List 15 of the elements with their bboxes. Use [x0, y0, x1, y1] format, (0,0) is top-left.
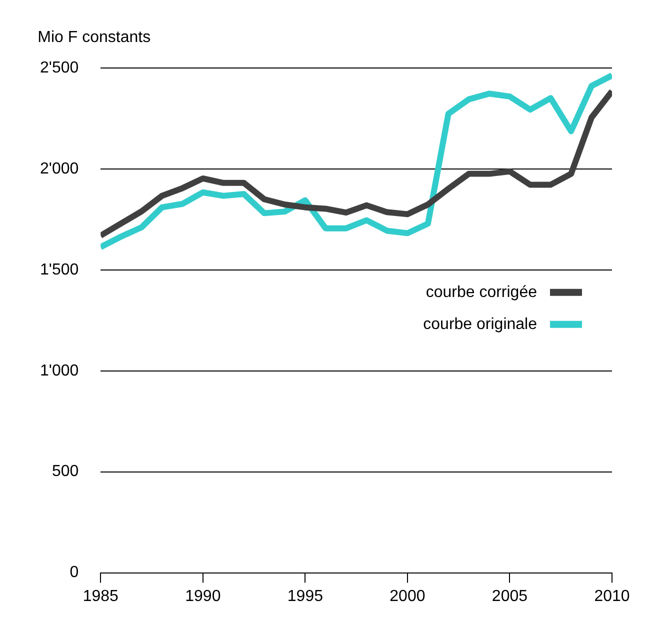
x-tick-label: 1990 — [185, 588, 221, 605]
y-tick-label: 0 — [70, 564, 79, 582]
legend-label: courbe originale — [423, 316, 538, 333]
x-tick-label: 1985 — [82, 588, 119, 605]
x-tick-label: 2005 — [492, 588, 528, 605]
legend-label: courbe corrigée — [426, 284, 538, 301]
y-tick-label: 2'000 — [40, 160, 79, 178]
y-tick-label: 1'000 — [40, 362, 79, 380]
x-tick-label: 1995 — [287, 588, 324, 605]
y-tick-label: 2'500 — [40, 59, 79, 76]
y-axis-title: Mio F constants — [38, 29, 151, 46]
y-tick-label: 500 — [52, 463, 79, 480]
x-tick-label: 2000 — [390, 588, 426, 605]
y-tick-label: 1'500 — [40, 261, 79, 278]
x-tick-label: 2010 — [594, 588, 630, 605]
